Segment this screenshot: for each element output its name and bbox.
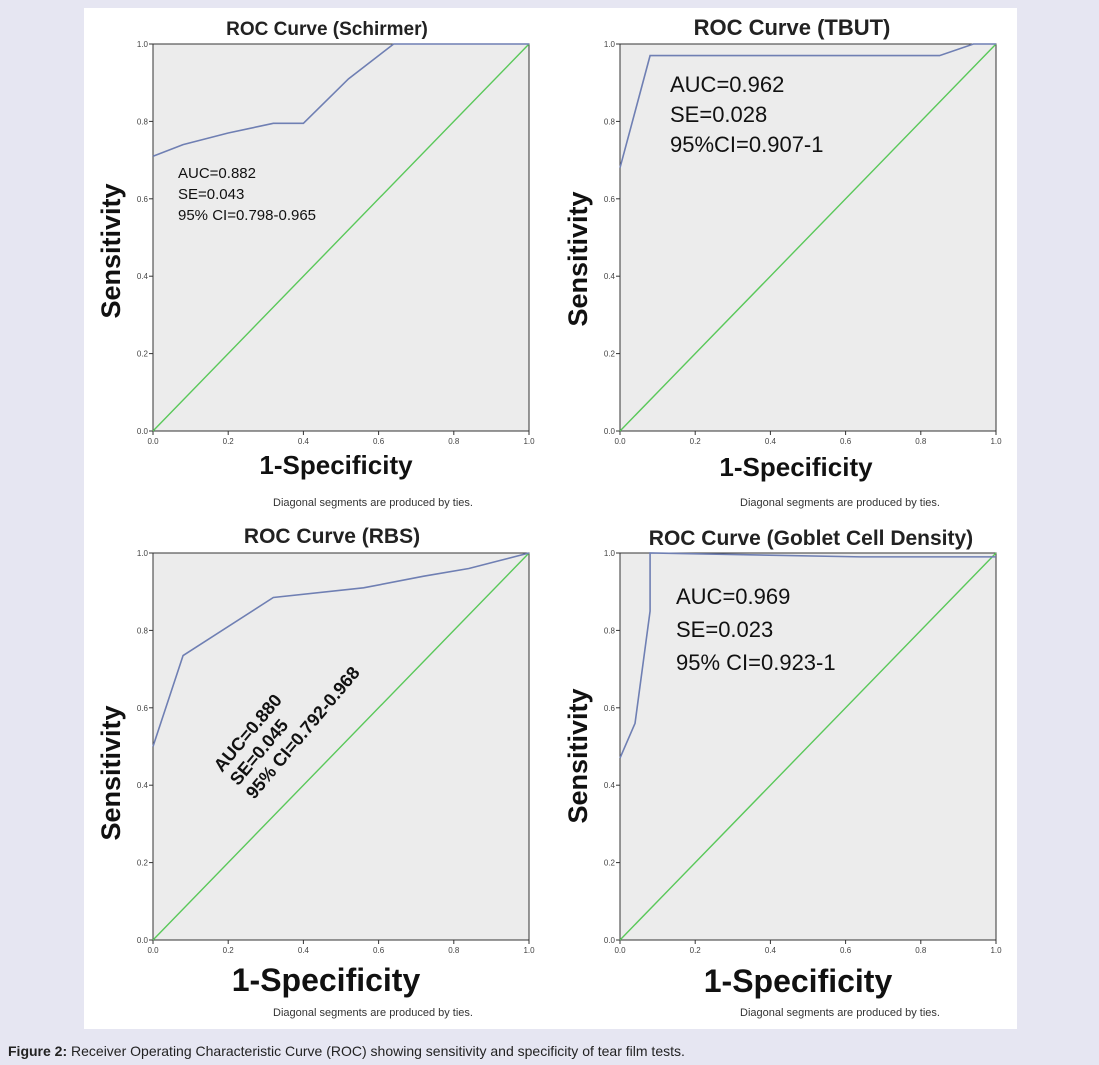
figure-panel: 0.0 0.0 0.2 0.2 0.4 0.4 0.6 0.6 0.8 0.8 1.0 1.0 ROC … [84, 8, 1017, 1029]
annotation-line: AUC=0.969 [676, 584, 790, 609]
y-tick-label: 0.2 [604, 859, 616, 868]
x-tick-label: 0.8 [448, 946, 460, 955]
y-tick-label: 0.6 [604, 704, 616, 713]
x-tick-label: 0.2 [223, 946, 235, 955]
x-tick-label: 0.8 [915, 946, 927, 955]
chart-title: ROC Curve (Goblet Cell Density) [649, 527, 973, 550]
y-tick-label: 0.2 [137, 350, 149, 359]
roc-chart-4: 0.00.0 0.2 0.2 0.4 0.4 0.6 0.6 0.8 0.8 1.0 1.0 ROC … [563, 527, 1002, 1019]
y-tick-label: 0.2 [604, 350, 616, 359]
annotation-line: AUC=0.882 [178, 165, 256, 182]
annotation-line: 95% CI=0.798-0.965 [178, 207, 316, 224]
x-tick-label: 1.0 [523, 437, 535, 446]
annotation-line: 95%CI=0.907-1 [670, 132, 824, 157]
annotation-line: AUC=0.962 [670, 72, 784, 97]
x-tick-label: 0.2 [690, 437, 702, 446]
x-tick-label: 1.0 [990, 437, 1002, 446]
y-tick-label: 0.2 [137, 859, 149, 868]
y-tick-label: 0.8 [604, 117, 616, 126]
roc-chart-2: 0.00.0 0.2 0.2 0.4 0.4 0.6 0.6 0.8 0.8 1.0 1.0 ROC … [563, 15, 1002, 509]
annotation-line: SE=0.023 [676, 617, 773, 642]
y-tick-label: 0.0 [604, 427, 616, 436]
roc-curve [152, 43, 529, 157]
y-tick-label: 0.4 [604, 272, 616, 281]
figure-caption: Figure 2: Receiver Operating Characteris… [8, 1043, 685, 1059]
chart-footnote: Diagonal segments are produced by ties. [273, 1007, 473, 1019]
x-tick-label: 0.0 [614, 946, 626, 955]
y-axis-label: Sensitivity [96, 183, 126, 318]
y-tick-label: 1.0 [137, 40, 149, 49]
x-tick-label: 0.0 [147, 437, 159, 446]
chart-footnote: Diagonal segments are produced by ties. [740, 1007, 940, 1019]
x-tick-label: 0.6 [373, 946, 385, 955]
roc-chart-1: 0.00.0 0.2 0.2 0.4 0.4 0.6 0.6 0.8 0.8 1.0 1.0 ROC … [96, 19, 535, 509]
x-tick-label: 0.6 [373, 437, 385, 446]
caption-label: Figure 2: [8, 1043, 68, 1059]
reference-line [152, 552, 530, 941]
roc-curve [619, 43, 996, 169]
chart-title: ROC Curve (TBUT) [694, 15, 891, 40]
y-tick-label: 0.0 [604, 936, 616, 945]
x-tick-label: 0.8 [915, 437, 927, 446]
y-tick-label: 0.4 [137, 781, 149, 790]
x-axis-label: 1-Specificity [259, 450, 413, 480]
chart-title: ROC Curve (RBS) [244, 525, 420, 548]
y-tick-label: 0.6 [604, 195, 616, 204]
y-tick-label: 1.0 [604, 40, 616, 49]
y-tick-label: 1.0 [604, 549, 616, 558]
y-tick-label: 0.8 [604, 626, 616, 635]
x-tick-label: 0.2 [223, 437, 235, 446]
y-tick-label: 1.0 [137, 549, 149, 558]
x-tick-label: 0.0 [614, 437, 626, 446]
x-tick-label: 0.8 [448, 437, 460, 446]
roc-chart-3: 0.00.0 0.2 0.2 0.4 0.4 0.6 0.6 0.8 0.8 1.0 1.0 ROC … [96, 525, 535, 1019]
y-tick-label: 0.4 [137, 272, 149, 281]
y-axis-label: Sensitivity [563, 191, 593, 326]
x-tick-label: 0.0 [147, 946, 159, 955]
y-axis-label: Sensitivity [96, 705, 126, 840]
x-tick-label: 0.6 [840, 946, 852, 955]
chart-footnote: Diagonal segments are produced by ties. [740, 497, 940, 509]
y-tick-label: 0.6 [137, 704, 149, 713]
x-axis-label: 1-Specificity [719, 452, 873, 482]
x-tick-label: 0.2 [690, 946, 702, 955]
x-tick-label: 0.4 [298, 946, 310, 955]
x-axis-label: 1-Specificity [232, 962, 421, 998]
x-axis-label: 1-Specificity [704, 963, 893, 999]
roc-curve [619, 552, 996, 759]
x-tick-label: 0.6 [840, 437, 852, 446]
roc-curve [152, 552, 530, 747]
y-axis-label: Sensitivity [563, 688, 593, 823]
reference-line [152, 43, 530, 432]
y-tick-label: 0.4 [604, 781, 616, 790]
roc-figure: 0.00.00.20.20.40.40.60.60.80.81.01.0ROC … [96, 15, 1002, 1019]
x-tick-label: 1.0 [523, 946, 535, 955]
x-tick-label: 0.4 [765, 437, 777, 446]
chart-title: ROC Curve (Schirmer) [226, 19, 428, 40]
y-tick-label: 0.8 [137, 626, 149, 635]
chart-footnote: Diagonal segments are produced by ties. [273, 497, 473, 509]
y-tick-label: 0.0 [137, 936, 149, 945]
caption-text: Receiver Operating Characteristic Curve … [67, 1043, 685, 1059]
x-tick-label: 0.4 [765, 946, 777, 955]
reference-line [619, 43, 997, 432]
annotation-line: SE=0.028 [670, 102, 767, 127]
y-tick-label: 0.8 [137, 117, 149, 126]
reference-line [619, 552, 997, 941]
x-tick-label: 0.4 [298, 437, 310, 446]
annotation-line: SE=0.043 [178, 186, 244, 203]
x-tick-label: 1.0 [990, 946, 1002, 955]
annotation-line: 95% CI=0.923-1 [676, 650, 836, 675]
y-tick-label: 0.0 [137, 427, 149, 436]
y-tick-label: 0.6 [137, 195, 149, 204]
